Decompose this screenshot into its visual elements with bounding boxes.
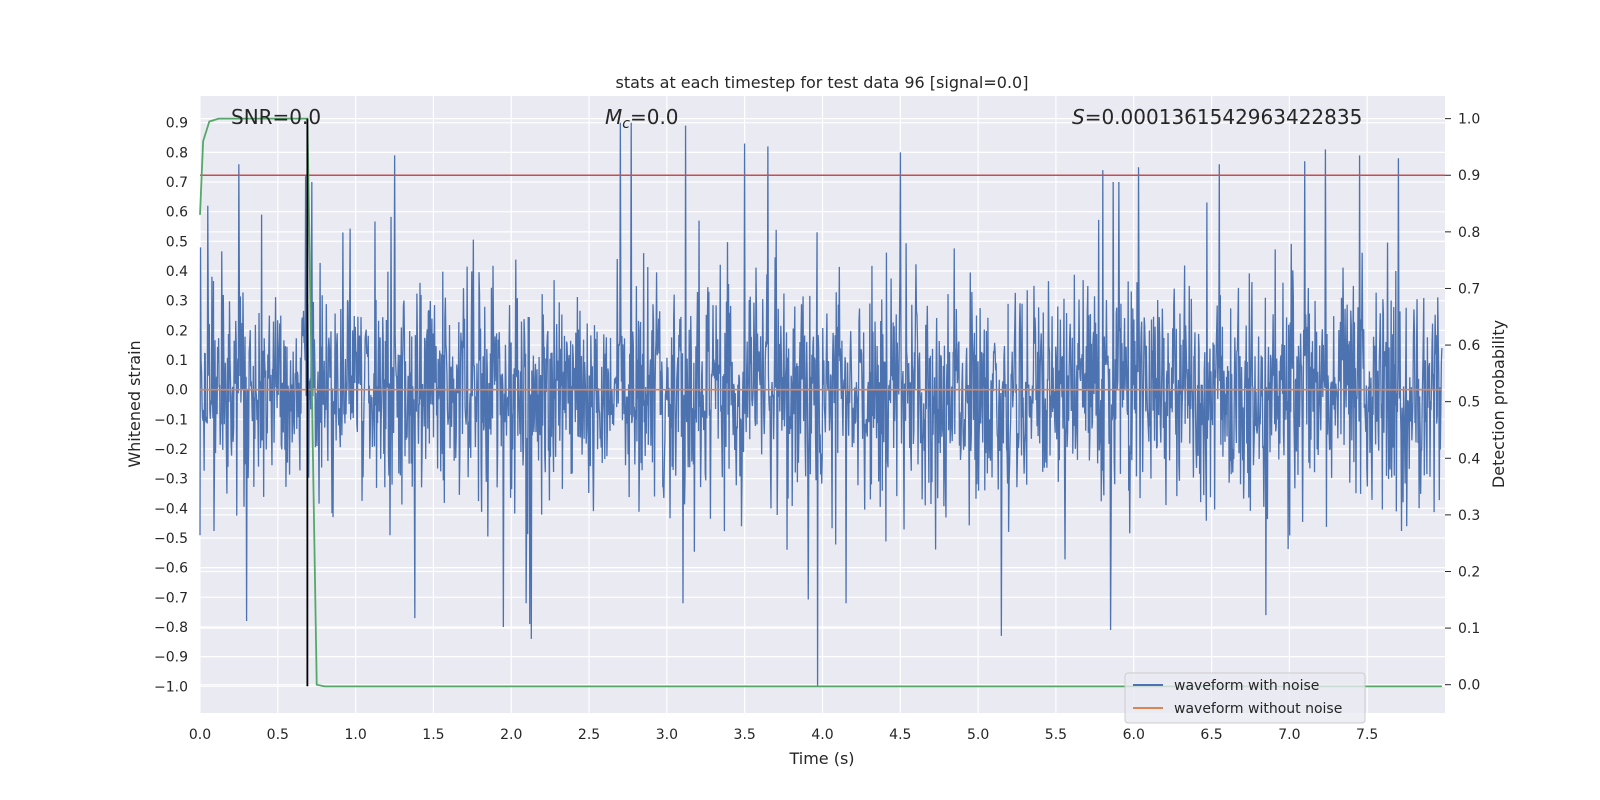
legend-box bbox=[1124, 672, 1366, 724]
y2-tick-label: 0.7 bbox=[1458, 281, 1480, 297]
y2-tick-label: 0.3 bbox=[1458, 508, 1480, 524]
y-tick-label: −0.3 bbox=[154, 472, 188, 488]
chirp-mass-subscript: c bbox=[622, 116, 630, 132]
series-waveform-with-noise bbox=[199, 122, 1443, 687]
y2-tick-label: 0.9 bbox=[1458, 168, 1480, 184]
x-tick-label: 2.5 bbox=[578, 727, 600, 743]
y2-tick-label: 0.4 bbox=[1458, 451, 1480, 467]
y-tick-label: −0.7 bbox=[154, 590, 188, 606]
y2-tick-label: 0.5 bbox=[1458, 395, 1480, 411]
y-tick-label: 0.6 bbox=[166, 205, 188, 221]
s-value: =0.0001361542963422835 bbox=[1085, 105, 1363, 129]
waveform-with-noise-line bbox=[199, 122, 1443, 687]
y-tick-label: 0.5 bbox=[166, 234, 188, 250]
s-symbol: S bbox=[1072, 105, 1085, 129]
chirp-mass-value: =0.0 bbox=[630, 105, 679, 129]
y-tick-label: 0.8 bbox=[166, 145, 188, 161]
x-tick-label: 6.0 bbox=[1123, 727, 1145, 743]
x-axis-ticks: 0.0 0.5 1.0 1.5 2.0 2.5 3.0 3.5 4.0 4.5 5.0 5.5 6.0 6… bbox=[189, 727, 1378, 743]
chart-title: stats at each timestep for test data 96 … bbox=[616, 73, 1029, 92]
x-tick-label: 5.0 bbox=[967, 727, 989, 743]
y2-tick-label: 0.8 bbox=[1458, 225, 1480, 241]
y-tick-label: −0.4 bbox=[154, 501, 188, 517]
y2-tick-label: 0.0 bbox=[1458, 678, 1480, 694]
x-tick-label: 0.0 bbox=[189, 727, 211, 743]
chirp-mass-symbol: M bbox=[605, 105, 622, 129]
legend: waveform with noise waveform without noi… bbox=[1124, 672, 1366, 724]
y-tick-label: 0.9 bbox=[166, 116, 188, 132]
x-axis-label: Time (s) bbox=[788, 749, 854, 768]
y2-tick-label: 0.1 bbox=[1458, 621, 1480, 637]
y-tick-label: −0.8 bbox=[154, 620, 188, 636]
detection-probability-line bbox=[199, 117, 1442, 688]
y-tick-label: 0.4 bbox=[166, 264, 188, 280]
x-tick-label: 4.5 bbox=[889, 727, 911, 743]
y2-axis-label: Detection probability bbox=[1489, 320, 1508, 488]
y-tick-label: 0.2 bbox=[166, 323, 188, 339]
legend-label-clean: waveform without noise bbox=[1174, 701, 1342, 717]
legend-label-noise: waveform with noise bbox=[1174, 678, 1319, 694]
x-tick-label: 6.5 bbox=[1200, 727, 1222, 743]
y-tick-label: 0.0 bbox=[166, 383, 188, 399]
x-tick-label: 0.5 bbox=[267, 727, 289, 743]
y2-tick-label: 1.0 bbox=[1458, 112, 1480, 128]
y-tick-label: 0.3 bbox=[166, 294, 188, 310]
y-tick-label: −0.5 bbox=[154, 531, 188, 547]
x-tick-label: 7.0 bbox=[1278, 727, 1300, 743]
x-tick-label: 5.5 bbox=[1045, 727, 1067, 743]
y-tick-label: −0.1 bbox=[154, 412, 188, 428]
y-tick-label: −0.9 bbox=[154, 650, 188, 666]
y2-axis-ticks: 1.0 0.9 0.8 0.7 0.6 0.5 0.4 0.3 0.2 0.1 0.0 bbox=[1445, 112, 1480, 694]
y-tick-label: 0.7 bbox=[166, 175, 188, 191]
y-tick-label: 0.1 bbox=[166, 353, 188, 369]
x-tick-label: 4.0 bbox=[811, 727, 833, 743]
y-tick-label: −0.6 bbox=[154, 561, 188, 577]
x-tick-label: 3.0 bbox=[656, 727, 678, 743]
y-axis-label: Whitened strain bbox=[125, 340, 144, 467]
snr-annotation: SNR=0.0 bbox=[231, 105, 321, 129]
x-tick-label: 1.5 bbox=[422, 727, 444, 743]
y2-tick-label: 0.6 bbox=[1458, 338, 1480, 354]
y-tick-label: −0.2 bbox=[154, 442, 188, 458]
x-tick-label: 7.5 bbox=[1356, 727, 1378, 743]
series-detection-probability bbox=[199, 117, 1442, 688]
plot-area bbox=[199, 96, 1445, 713]
x-tick-label: 3.5 bbox=[734, 727, 756, 743]
x-tick-label: 2.0 bbox=[500, 727, 522, 743]
chirp-mass-annotation: Mc=0.0 bbox=[605, 105, 679, 132]
y-tick-label: −1.0 bbox=[154, 679, 188, 695]
s-annotation: S=0.0001361542963422835 bbox=[1072, 105, 1362, 129]
y-axis-ticks: 0.9 0.8 0.7 0.6 0.5 0.4 0.3 0.2 0.1 0.0 −0.1 −0.2 −0… bbox=[154, 116, 188, 696]
y2-tick-label: 0.2 bbox=[1458, 564, 1480, 580]
x-tick-label: 1.0 bbox=[344, 727, 366, 743]
